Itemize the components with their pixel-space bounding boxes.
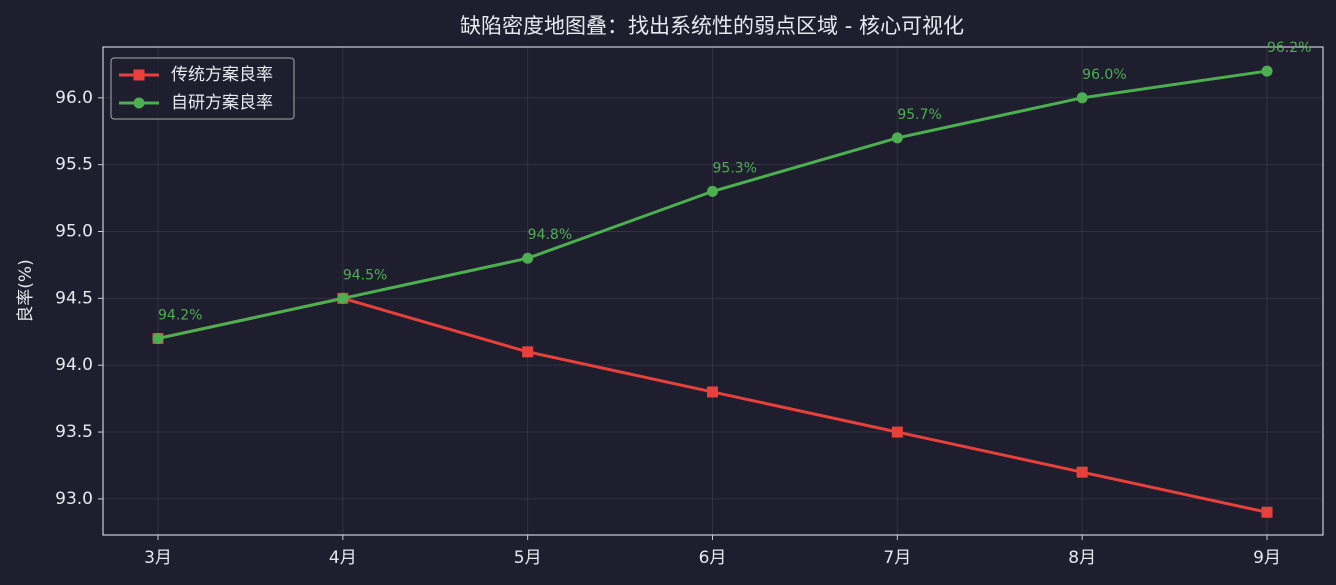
value-label: 96.0% bbox=[1082, 67, 1126, 83]
value-label: 95.7% bbox=[897, 107, 941, 123]
value-label: 94.8% bbox=[528, 227, 572, 243]
x-tick-label: 7月 bbox=[883, 548, 911, 568]
data-point bbox=[707, 386, 718, 398]
x-tick-label: 3月 bbox=[144, 548, 172, 568]
legend-label: 自研方案良率 bbox=[171, 93, 273, 113]
x-tick-label: 4月 bbox=[329, 548, 357, 568]
data-point bbox=[891, 132, 903, 144]
value-label: 95.3% bbox=[713, 160, 757, 176]
chart-title: 缺陷密度地图叠：找出系统性的弱点区域 - 核心可视化 bbox=[460, 14, 964, 38]
data-point bbox=[891, 426, 903, 438]
data-point bbox=[522, 346, 534, 358]
y-tick-label: 94.0 bbox=[55, 355, 93, 375]
x-tick-label: 9月 bbox=[1253, 548, 1281, 568]
x-tick-label: 5月 bbox=[514, 548, 542, 568]
data-point bbox=[1261, 65, 1273, 77]
legend-label: 传统方案良率 bbox=[171, 65, 273, 85]
data-point bbox=[1076, 466, 1088, 478]
data-point bbox=[707, 185, 718, 197]
y-tick-label: 94.5 bbox=[55, 288, 93, 308]
y-axis-label: 良率(%) bbox=[16, 259, 36, 322]
data-point bbox=[1261, 506, 1273, 518]
plot-frame bbox=[102, 46, 1324, 536]
y-tick-label: 95.5 bbox=[55, 155, 93, 175]
y-tick-label: 93.5 bbox=[55, 422, 93, 442]
value-label: 96.2% bbox=[1267, 40, 1311, 56]
data-point bbox=[1076, 92, 1088, 104]
data-point bbox=[337, 292, 349, 304]
legend-marker bbox=[133, 97, 145, 109]
data-point bbox=[152, 332, 164, 344]
y-tick-label: 95.0 bbox=[55, 222, 93, 242]
x-tick-label: 8月 bbox=[1068, 548, 1096, 568]
y-tick-label: 96.0 bbox=[55, 88, 93, 108]
legend-marker bbox=[133, 69, 145, 81]
data-point bbox=[522, 252, 534, 264]
value-label: 94.2% bbox=[158, 307, 202, 323]
value-label: 94.5% bbox=[343, 267, 387, 283]
x-tick-label: 6月 bbox=[699, 548, 727, 568]
y-tick-label: 93.0 bbox=[55, 489, 93, 509]
